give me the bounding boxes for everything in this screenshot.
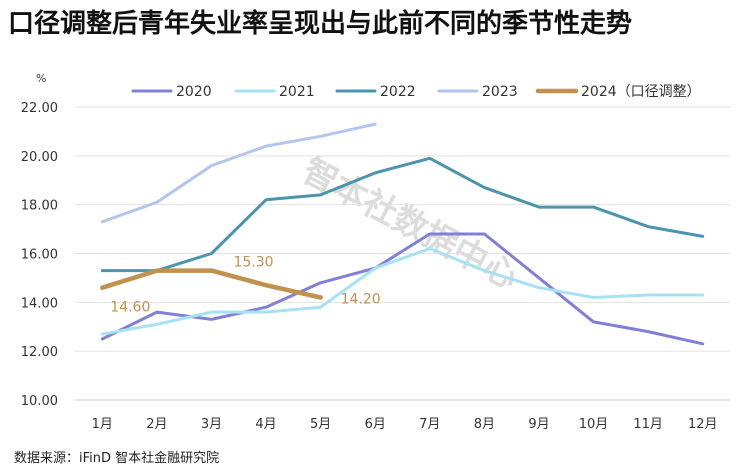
chart-title: 口径调整后青年失业率呈现出与此前不同的季节性走势 <box>8 9 633 39</box>
data-label: 14.60 <box>110 300 150 316</box>
series-line-2022 <box>100 156 705 273</box>
x-tick-label: 5月 <box>310 417 331 432</box>
series-line-2020 <box>100 232 705 346</box>
y-tick-label: 10.00 <box>21 394 58 409</box>
y-tick-label: 22.00 <box>21 101 58 116</box>
data-labels: 14.60 15.30 14.20 <box>110 255 380 316</box>
legend-label: 2023 <box>482 84 518 100</box>
series-line-2023 <box>100 122 377 224</box>
x-tick-label: 9月 <box>528 417 549 432</box>
x-tick-label: 10月 <box>579 417 609 432</box>
x-tick-label: 7月 <box>419 417 440 432</box>
y-axis-unit: % <box>36 72 46 85</box>
x-tick-label: 2月 <box>146 417 167 432</box>
x-tick-label: 11月 <box>633 417 663 432</box>
series-line-2024 <box>100 268 323 300</box>
source-note: 数据来源：iFinD 智本社金融研究院 <box>14 451 220 466</box>
y-axis: 10.00 12.00 14.00 16.00 18.00 20.00 22.00 <box>21 101 58 409</box>
data-label: 14.20 <box>341 291 381 307</box>
x-tick-label: 6月 <box>365 417 386 432</box>
legend-label: 2024（口径调整） <box>581 84 701 100</box>
data-label: 15.30 <box>233 255 273 271</box>
y-tick-label: 20.00 <box>21 150 58 165</box>
grid-lines <box>75 106 730 401</box>
series-line-2021 <box>100 247 705 336</box>
y-tick-label: 18.00 <box>21 199 58 214</box>
x-tick-label: 8月 <box>474 417 495 432</box>
y-tick-label: 12.00 <box>21 345 58 360</box>
legend-label: 2022 <box>380 84 416 100</box>
x-tick-label: 1月 <box>92 417 113 432</box>
x-tick-label: 12月 <box>688 417 718 432</box>
series-lines <box>100 122 705 346</box>
legend: 2020 2021 2022 2023 2024（口径调整） <box>131 84 701 100</box>
y-tick-label: 16.00 <box>21 248 58 263</box>
watermark-text: 智本社数据中心 <box>296 151 525 298</box>
y-tick-label: 14.00 <box>21 296 58 311</box>
x-axis: 1月 2月 3月 4月 5月 6月 7月 8月 9月 10月 11月 12月 <box>75 399 730 432</box>
legend-label: 2021 <box>279 84 315 100</box>
legend-label: 2020 <box>176 84 212 100</box>
x-tick-label: 3月 <box>201 417 222 432</box>
x-tick-label: 4月 <box>255 417 276 432</box>
